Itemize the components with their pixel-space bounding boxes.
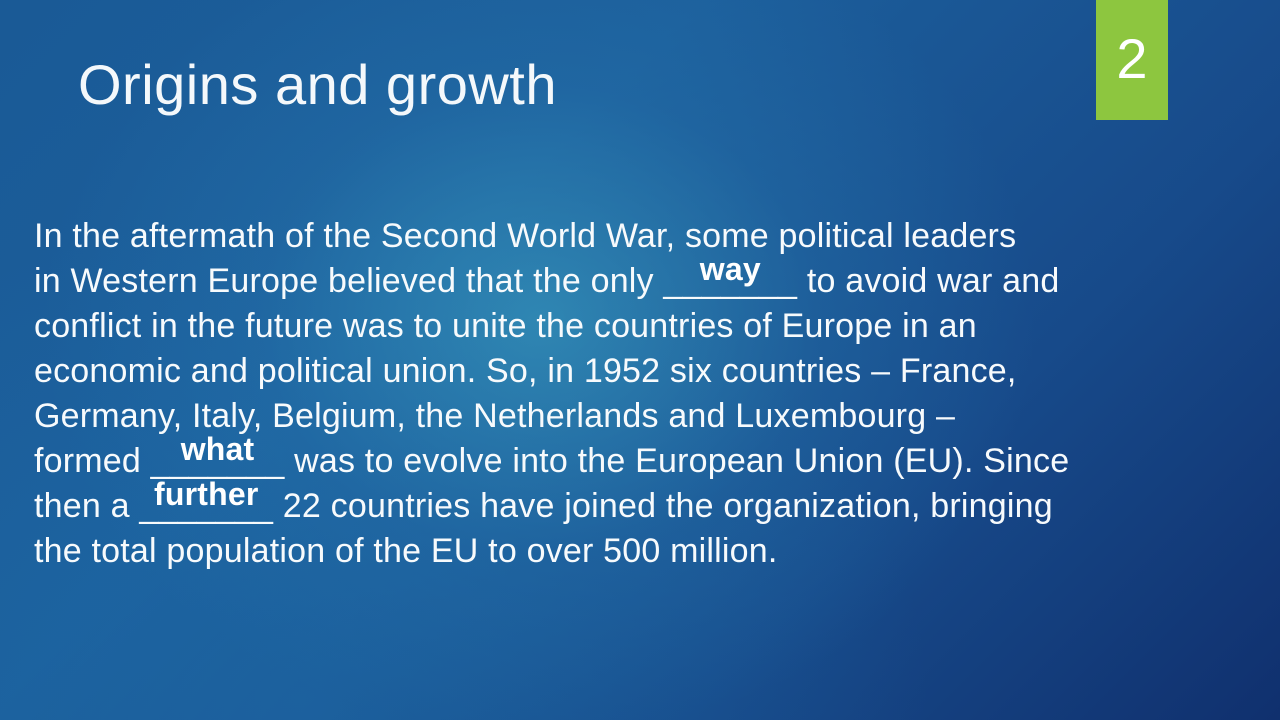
body-line-5: Germany, Italy, Belgium, the Netherlands… (34, 397, 956, 435)
blank-3-underline: _______ (139, 487, 274, 525)
body-line-6-start: formed (34, 442, 151, 480)
body-line-2-end: to avoid war and (797, 262, 1060, 300)
blank-3-answer: further (154, 476, 259, 512)
body-paragraph: In the aftermath of the Second World War… (34, 214, 1246, 574)
blank-3: _______ further (139, 476, 274, 529)
blank-1-underline: _______ (663, 262, 798, 300)
body-line-7-start: then a (34, 487, 140, 525)
slide-number: 2 (1116, 26, 1148, 90)
body-line-7-end: 22 countries have joined the organizatio… (273, 487, 1053, 525)
body-line-6-end: was to evolve into the European Union (E… (284, 442, 1070, 480)
slide-title: Origins and growth (78, 53, 558, 116)
blank-1-answer: way (699, 251, 761, 287)
body-line-6: formed _______ what was to evolve into th… (34, 431, 1246, 484)
body-line-7: then a _______ further 22 countries have … (34, 476, 1246, 529)
body-line-8: the total population of the EU to over 5… (34, 532, 778, 570)
body-line-2: in Western Europe believed that the only… (34, 251, 1246, 304)
body-line-1: In the aftermath of the Second World War… (34, 217, 1017, 255)
body-line-2-start: in Western Europe believed that the only (34, 262, 664, 300)
blank-1: _______ way (663, 251, 798, 304)
slide-number-badge: 2 (1096, 0, 1168, 120)
blank-2-underline: _______ (150, 442, 285, 480)
body-line-4: economic and political union. So, in 195… (34, 352, 1017, 390)
body-line-3: conflict in the future was to unite the … (34, 307, 977, 345)
blank-2-answer: what (180, 431, 255, 467)
blank-2: _______ what (150, 431, 285, 484)
